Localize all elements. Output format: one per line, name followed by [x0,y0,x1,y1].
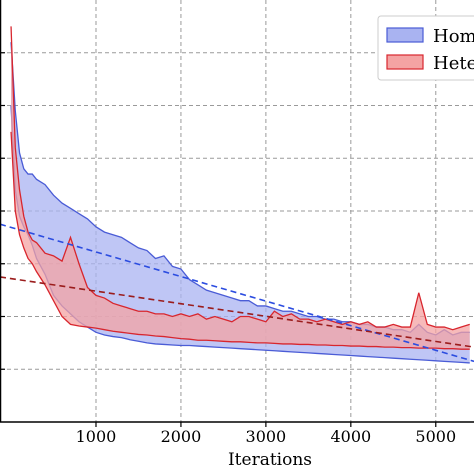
band-upper-hete [10,26,470,331]
legend-label-hom: Hom [433,26,474,47]
band-hete [11,26,470,350]
x-tick-label: 4000 [330,427,371,446]
x-axis-label: Iterations [228,450,312,470]
legend: Hom Hete [377,15,474,81]
x-tick-label: 2000 [161,427,202,446]
axes [0,0,474,427]
series-bands [10,26,470,364]
x-tick-label: 1000 [76,427,117,446]
band-hom [11,42,470,363]
legend-swatch-hete [386,54,424,70]
x-tick-label: 5000 [415,427,456,446]
trend-lines [0,223,474,363]
trend-line-hom [0,223,474,363]
band-lower-hete [10,131,470,350]
x-tick-labels: 1000 2000 3000 4000 5000 [76,427,457,446]
x-tick-label: 3000 [246,427,287,446]
legend-swatch-hom [386,27,424,43]
legend-label-hete: Hete [433,53,474,74]
